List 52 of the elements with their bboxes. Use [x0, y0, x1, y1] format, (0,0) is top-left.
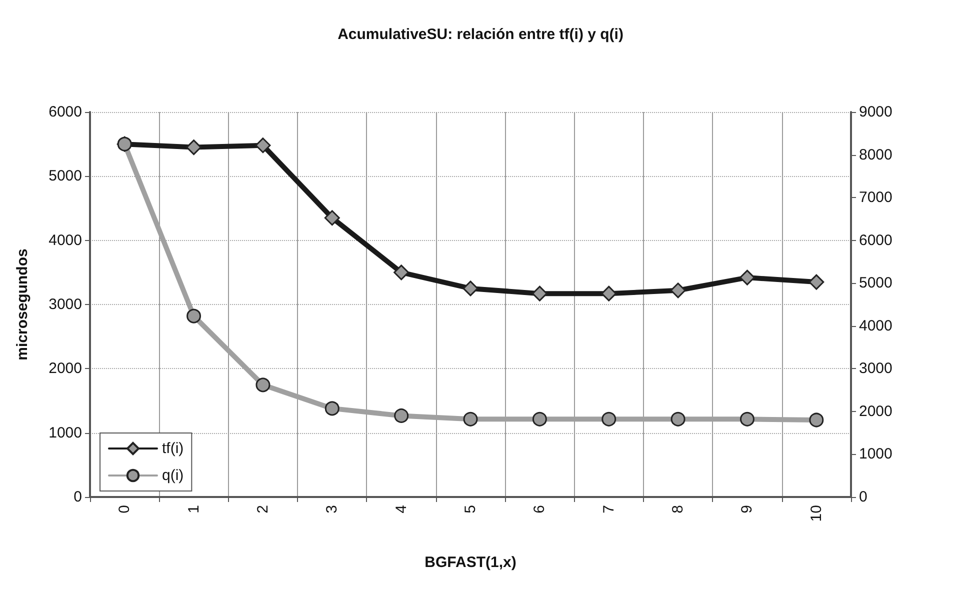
point: [532, 286, 548, 302]
legend-label: tf(i): [162, 440, 184, 457]
y-tick-label: 1000: [48, 424, 82, 442]
point: [394, 264, 410, 280]
point: [532, 412, 547, 426]
x-tick-label: 10: [808, 505, 825, 522]
point: [462, 280, 478, 296]
point: [117, 136, 132, 152]
x-tick-label: 3: [324, 505, 341, 514]
point: [324, 401, 340, 416]
y-tick-label: 6000: [48, 104, 82, 120]
point: [670, 412, 686, 426]
x-tick-label: 6: [531, 505, 548, 514]
chart-title: AcumulativeSU: relación entre tf(i) y q(i): [338, 26, 624, 43]
x-tick-label: 7: [600, 505, 618, 514]
x-tick-label: 9: [738, 505, 756, 514]
y-tick-label: 4000: [48, 232, 82, 249]
point: [808, 274, 824, 290]
point: [394, 408, 409, 423]
point: [740, 412, 754, 426]
point: [670, 282, 686, 298]
point: [809, 412, 824, 428]
point: [186, 140, 202, 156]
y2-tick-label: 7000: [859, 189, 892, 206]
point: [324, 210, 340, 226]
y2-tick-label: 3000: [859, 360, 892, 378]
point: [256, 378, 270, 392]
point: [601, 286, 617, 302]
point: [739, 270, 755, 286]
x-tick-label: 8: [670, 505, 687, 514]
y-tick-label: 5000: [48, 168, 82, 185]
y2-tick-label: 8000: [859, 146, 892, 164]
x-tick-label: 0: [116, 505, 134, 514]
y-axis-title: microsegundos: [14, 248, 31, 360]
y-tick-label: 3000: [48, 296, 82, 313]
point: [186, 308, 202, 324]
x-tick-label: 1: [185, 505, 202, 514]
y-tick-label: 2000: [48, 360, 82, 378]
y2-tick-label: 1000: [859, 446, 892, 463]
y2-tick-label: 9000: [859, 104, 892, 120]
x-tick-label: 2: [254, 505, 272, 514]
point: [463, 412, 478, 426]
y2-tick-label: 5000: [859, 274, 892, 292]
x-axis-title: BGFAST(1,x): [424, 554, 516, 571]
point: [255, 138, 271, 154]
y2-tick-label: 2000: [859, 402, 892, 420]
x-tick-label: 4: [392, 505, 410, 514]
point: [602, 412, 616, 426]
y2-tick-label: 6000: [859, 232, 892, 249]
x-tick-label: 5: [462, 505, 479, 514]
legend-label: q(i): [162, 467, 184, 484]
y2-tick-label: 4000: [859, 317, 892, 334]
